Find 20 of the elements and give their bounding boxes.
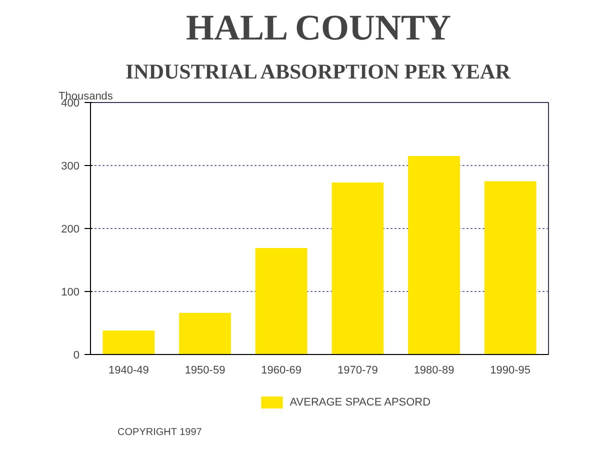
bar [484, 181, 536, 354]
bar [408, 156, 460, 354]
text: COPYRIGHT 1997 [118, 427, 202, 438]
y-tick-label: 0 [73, 350, 80, 362]
bar [102, 330, 155, 354]
y-tick-label: 300 [61, 160, 80, 172]
x-tick-label: 1970-79 [337, 364, 378, 376]
y-tick-label: 100 [61, 286, 80, 298]
x-tick-label: 1950-59 [184, 364, 226, 376]
bar [332, 182, 384, 354]
legend-label: AVERAGE SPACE APSORD [290, 396, 431, 408]
bar [255, 248, 308, 354]
chart-subtitle: INDUSTRIAL ABSORPTION PER YEAR [126, 60, 512, 84]
x-tick-label: 1990-95 [490, 364, 531, 376]
x-tick-label: 1940-49 [108, 364, 149, 376]
x-tick-label: 1980-89 [414, 364, 454, 376]
y-tick-label: 200 [61, 224, 80, 236]
x-tick-label: 1960-69 [261, 364, 302, 376]
bar [179, 312, 231, 354]
chart-title: HALL COUNTY [186, 8, 452, 48]
